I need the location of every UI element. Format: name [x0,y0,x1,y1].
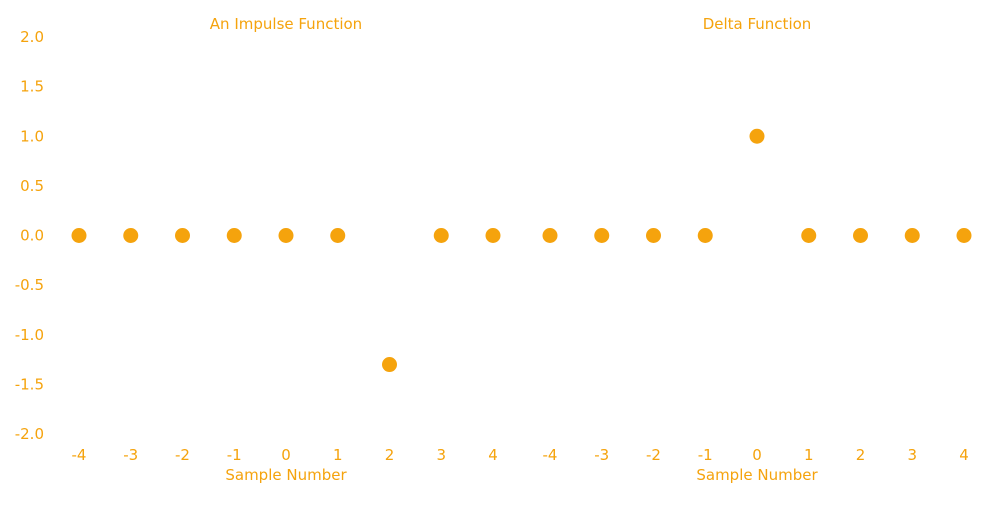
impulse-x-axis-label: Sample Number [225,466,347,484]
impulse-y-tick-labels: 2.0 1.5 1.0 0.5 0.0 -0.5 -1.0 -1.5 -2.0 [15,28,44,443]
delta-panel: Delta Function Sample Number -4 -3 -2 -1 0 1 2… [542,15,972,484]
delta-data-point [646,228,661,243]
impulse-x-tick-labels: -4 -3 -2 -1 0 1 2 3 4 [72,446,498,464]
delta-data-point [956,228,972,243]
impulse-x-tick-label: 2 [385,446,395,464]
impulse-x-tick-label: -1 [227,446,242,464]
impulse-data-point [123,228,139,243]
impulse-y-tick-label: -0.5 [15,276,44,294]
impulse-x-tick-label: -2 [175,446,190,464]
impulse-y-tick-label: 0.0 [20,227,44,245]
delta-x-tick-label: 2 [856,446,866,464]
impulse-data-point [175,228,190,243]
impulse-data-point [330,228,346,243]
impulse-data-point [382,357,397,373]
impulse-y-tick-label: -1.0 [15,326,44,344]
delta-data-point [853,228,868,243]
impulse-panel: An Impulse Function Sample Number 2.0 1.5… [15,15,501,484]
delta-data-point [801,228,817,243]
delta-x-tick-label: 0 [752,446,762,464]
delta-data-point [749,128,765,144]
impulse-x-tick-label: -4 [72,446,87,464]
impulse-data-point [485,228,501,243]
impulse-y-tick-label: 1.5 [20,78,44,96]
impulse-data-point [433,228,449,243]
impulse-points [71,228,501,373]
impulse-x-tick-label: 3 [436,446,446,464]
impulse-y-tick-label: -1.5 [15,375,44,393]
impulse-title: An Impulse Function [210,15,362,33]
delta-x-tick-label: 1 [804,446,814,464]
impulse-data-point [226,228,242,243]
delta-data-point [697,228,713,243]
delta-x-tick-label: -4 [543,446,558,464]
impulse-x-tick-label: -3 [123,446,138,464]
impulse-y-tick-label: 0.5 [20,177,44,195]
delta-x-tick-label: -2 [646,446,661,464]
delta-data-point [904,228,920,243]
delta-x-axis-label: Sample Number [696,466,818,484]
delta-data-point [594,228,610,243]
impulse-y-tick-label: 2.0 [20,28,44,46]
impulse-x-tick-label: 4 [488,446,498,464]
delta-title: Delta Function [703,15,812,33]
delta-x-tick-label: -1 [698,446,713,464]
delta-x-tick-labels: -4 -3 -2 -1 0 1 2 3 4 [543,446,969,464]
delta-x-tick-label: 3 [907,446,917,464]
delta-points [542,128,972,243]
impulse-data-point [278,228,294,243]
delta-x-tick-label: 4 [959,446,969,464]
delta-data-point [542,228,558,243]
impulse-y-tick-label: -2.0 [15,425,44,443]
impulse-x-tick-label: 1 [333,446,343,464]
impulse-x-tick-label: 0 [281,446,291,464]
delta-x-tick-label: -3 [594,446,609,464]
impulse-y-tick-label: 1.0 [20,127,44,145]
impulse-data-point [71,228,87,243]
